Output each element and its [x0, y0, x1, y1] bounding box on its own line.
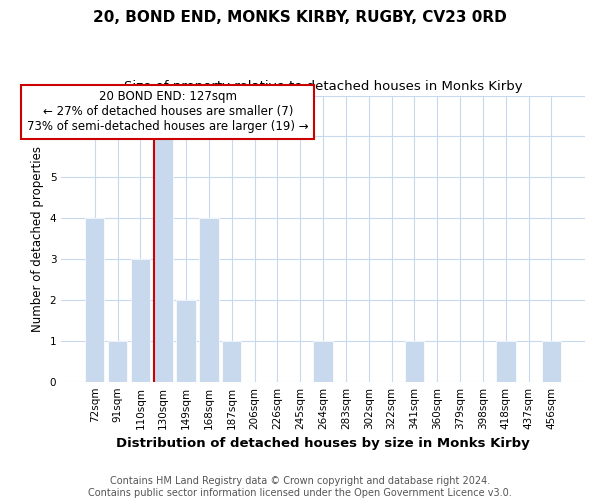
- Bar: [131, 259, 150, 382]
- Bar: [176, 300, 196, 382]
- Bar: [496, 341, 515, 382]
- Bar: [222, 341, 241, 382]
- Bar: [85, 218, 104, 382]
- Title: Size of property relative to detached houses in Monks Kirby: Size of property relative to detached ho…: [124, 80, 523, 93]
- Bar: [108, 341, 127, 382]
- Text: 20 BOND END: 127sqm
← 27% of detached houses are smaller (7)
73% of semi-detache: 20 BOND END: 127sqm ← 27% of detached ho…: [27, 90, 308, 134]
- Y-axis label: Number of detached properties: Number of detached properties: [31, 146, 44, 332]
- Text: Contains HM Land Registry data © Crown copyright and database right 2024.
Contai: Contains HM Land Registry data © Crown c…: [88, 476, 512, 498]
- Bar: [313, 341, 333, 382]
- Bar: [154, 136, 173, 382]
- Bar: [199, 218, 218, 382]
- Bar: [405, 341, 424, 382]
- Bar: [542, 341, 561, 382]
- Text: 20, BOND END, MONKS KIRBY, RUGBY, CV23 0RD: 20, BOND END, MONKS KIRBY, RUGBY, CV23 0…: [93, 10, 507, 25]
- X-axis label: Distribution of detached houses by size in Monks Kirby: Distribution of detached houses by size …: [116, 437, 530, 450]
